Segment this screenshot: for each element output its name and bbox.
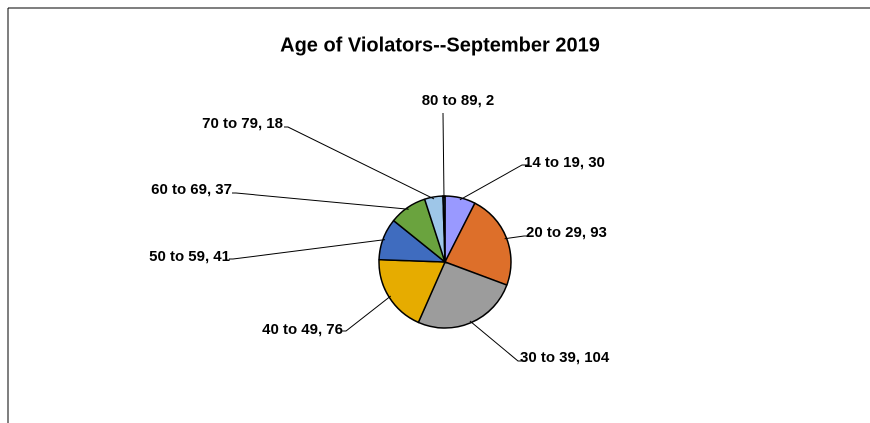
leader-line	[442, 112, 445, 199]
chart-title: Age of Violators--September 2019	[280, 34, 600, 56]
leader-line	[284, 126, 435, 200]
data-label: 50 to 59, 41	[149, 248, 230, 265]
data-label: 80 to 89, 2	[422, 92, 495, 109]
data-label: 60 to 69, 37	[151, 181, 232, 198]
data-label: 30 to 39, 104	[520, 349, 610, 366]
data-label: 20 to 29, 93	[526, 224, 607, 241]
data-label: 70 to 79, 18	[202, 115, 283, 132]
leader-line	[459, 164, 528, 201]
leader-line	[504, 235, 530, 240]
leader-line	[342, 295, 392, 332]
data-label: 40 to 49, 76	[262, 321, 343, 338]
leader-line	[229, 239, 386, 260]
data-label: 14 to 19, 30	[524, 154, 605, 171]
pie-slice	[417, 261, 508, 329]
leader-line	[232, 192, 409, 210]
leader-line	[469, 320, 524, 362]
